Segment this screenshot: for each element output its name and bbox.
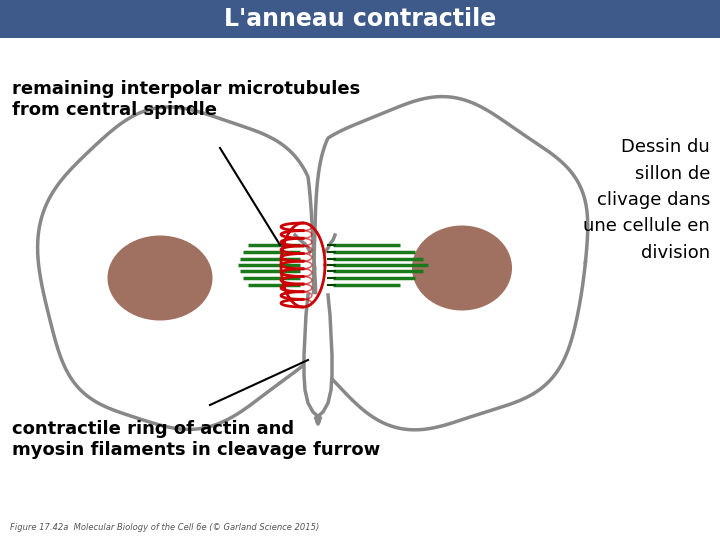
Text: contractile ring of actin and
myosin filaments in cleavage furrow: contractile ring of actin and myosin fil… xyxy=(12,420,380,459)
Polygon shape xyxy=(304,295,332,424)
Polygon shape xyxy=(313,97,588,430)
Text: remaining interpolar microtubules
from central spindle: remaining interpolar microtubules from c… xyxy=(12,80,360,119)
Bar xyxy=(0,0,720,38)
Text: Dessin du
sillon de
clivage dans
une cellule en
division: Dessin du sillon de clivage dans une cel… xyxy=(583,138,710,262)
Text: L'anneau contractile: L'anneau contractile xyxy=(224,7,496,31)
Ellipse shape xyxy=(107,235,212,321)
Ellipse shape xyxy=(412,226,512,310)
Polygon shape xyxy=(37,107,316,429)
Text: Figure 17.42a  Molecular Biology of the Cell 6e (© Garland Science 2015): Figure 17.42a Molecular Biology of the C… xyxy=(10,523,319,532)
